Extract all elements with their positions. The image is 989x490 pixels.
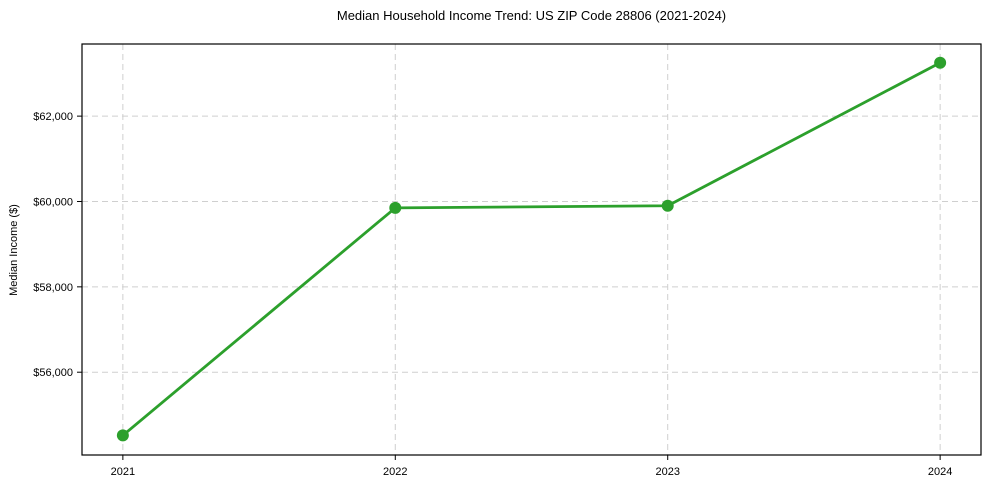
plot-spine: [81, 43, 982, 456]
y-tick-label: $60,000: [33, 196, 73, 208]
data-point-2021: [116, 429, 129, 442]
chart-title: Median Household Income Trend: US ZIP Co…: [336, 8, 727, 23]
x-tick-label: 2021: [111, 466, 135, 478]
data-point-2022: [389, 201, 402, 214]
trend-line: [121, 61, 942, 437]
y-tick-label: $62,000: [33, 111, 73, 123]
data-point-2023: [661, 199, 674, 212]
y-tick-label: $56,000: [33, 367, 73, 379]
y-tick-label: $58,000: [33, 282, 73, 294]
x-tick-label: 2023: [655, 466, 679, 478]
x-tick-label: 2024: [928, 466, 952, 478]
x-tick-label: 2022: [383, 466, 407, 478]
data-point-2024: [934, 56, 947, 69]
